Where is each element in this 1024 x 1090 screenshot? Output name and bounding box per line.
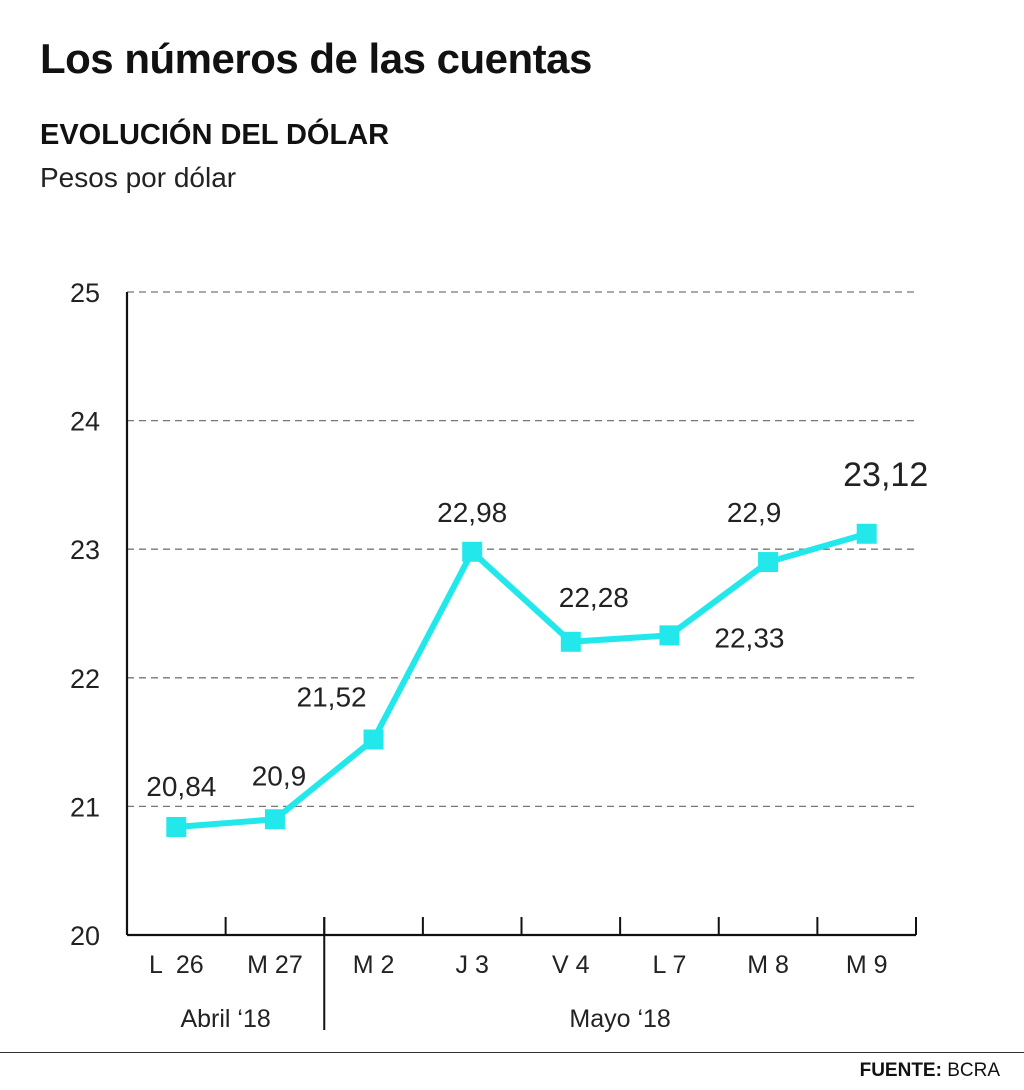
data-series [166,523,877,837]
y-tick-label: 24 [70,407,100,437]
axes: 20 21 22 23 24 25 L 26 M 27 M 2 J 3 V 4 L 7 M 8 M 9 Ab… [70,278,917,1033]
x-tick-label: M 8 [747,951,789,979]
x-tick-label: V 4 [552,951,590,979]
series-line [173,530,870,830]
y-tick-label: 25 [70,278,100,308]
x-tick-label: M 2 [353,951,395,979]
data-point-marker [264,809,285,830]
labels: 20,84 20,9 21,52 22,98 22,28 22,33 22,9 23,12 [146,456,928,802]
data-label: 22,28 [559,582,629,613]
y-tick-label: 20 [70,921,100,951]
chart-title: EVOLUCIÓN DEL DÓLAR [40,119,390,151]
data-label: 22,98 [437,497,507,528]
chart-subtitle: Pesos por dólar [40,162,237,193]
data-point-marker [462,541,483,562]
x-tick-label: J 3 [456,951,489,979]
y-tick-label: 22 [70,664,100,694]
y-tick-label: 23 [70,535,100,565]
data-label: 20,84 [146,771,216,802]
data-point-marker [560,631,581,652]
data-label: 21,52 [297,682,367,713]
source-label: FUENTE: [859,1060,942,1081]
data-label: 22,9 [727,497,782,528]
x-tick-label: M 9 [846,951,888,979]
x-tick-label: L 7 [653,951,687,979]
source-divider [0,1052,1024,1053]
grid-lines [127,291,916,808]
source-value: BCRA [947,1060,1000,1081]
group-label: Mayo ‘18 [569,1005,670,1033]
data-label: 22,33 [714,622,784,653]
data-point-marker [758,552,779,573]
data-point-marker [363,729,384,750]
data-point-marker [166,816,187,837]
data-label: 23,12 [843,456,928,494]
x-tick-label: M 27 [247,951,303,979]
data-label: 20,9 [252,760,307,791]
data-point-marker [856,523,877,544]
headline: Los números de las cuentas [40,35,592,82]
y-tick-label: 21 [70,792,100,822]
x-tick-label: L 26 [149,951,204,979]
source-credit: FUENTE: BCRA [860,1060,1000,1082]
data-point-marker [659,625,680,646]
group-label: Abril ‘18 [180,1005,270,1033]
line-chart: 20 21 22 23 24 25 L 26 M 27 M 2 J 3 V 4 L 7 M 8 M 9 Ab… [70,278,928,1033]
